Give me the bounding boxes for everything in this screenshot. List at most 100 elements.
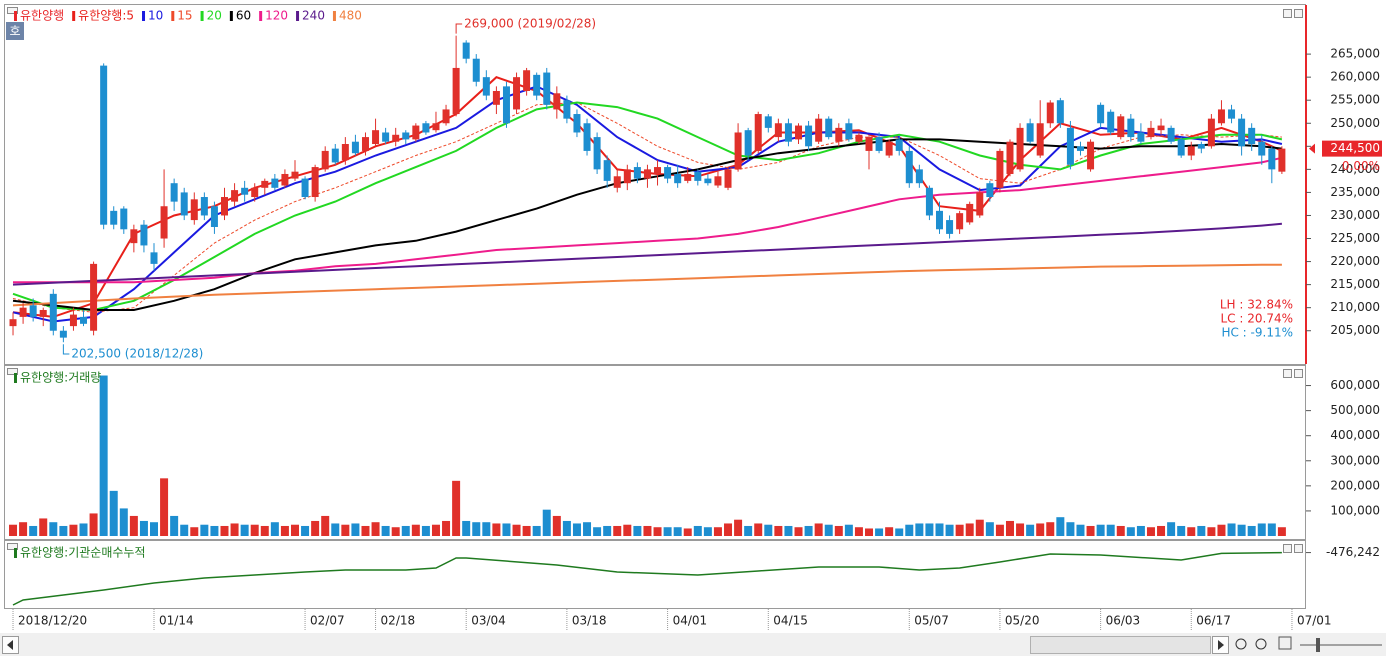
volume-bar [9,524,18,536]
volume-bar [59,525,68,536]
y-tick-label: 230,000 [1330,208,1380,222]
candle-body [462,42,470,59]
candle-body [180,192,188,216]
candle-body [744,130,752,156]
volume-bar [502,523,511,536]
candle-body [1036,123,1044,156]
zoom-out[interactable] [1235,638,1247,650]
volume-bar [1187,527,1196,536]
volume-bar [1157,525,1166,536]
candle-body [573,114,581,133]
panel-icon[interactable] [1283,544,1292,553]
volume-bar [522,525,531,536]
volume-bar [49,522,58,536]
annotation-leader [62,344,70,355]
volume-bar [532,525,541,536]
candle-body [1107,111,1115,133]
candle-body [1066,127,1074,165]
volume-bar [1257,523,1266,536]
button-box[interactable] [6,22,24,40]
candle-body [664,167,672,179]
panel-icons [7,7,1303,553]
arrow [7,640,13,650]
candle-body [1187,146,1195,156]
candle-body [9,319,17,327]
x-tick-label: 02/18 [381,614,416,628]
volume-bar [965,523,974,536]
legend-label: 120 [265,9,288,23]
volume-bar [562,520,571,536]
volume-bar [129,515,138,536]
volume-bar [19,522,28,536]
zoom-thumb[interactable] [1316,638,1320,652]
candle-body [654,167,662,174]
volume-bar [905,524,914,536]
moving-average-line [12,101,1282,313]
candle-body [311,167,319,198]
volume-bar [1146,527,1155,536]
panel-icon[interactable] [7,7,18,14]
scroll-thumb[interactable] [1030,636,1211,654]
volume-bar [411,524,420,536]
panel-icon[interactable] [1283,9,1292,18]
volume-bar [623,524,632,536]
volume-bar [331,523,340,536]
candle-body [805,125,813,147]
mode-button[interactable]: 호 [6,22,24,40]
candle-body [684,173,692,181]
legend-marker [14,11,17,21]
current-price-label: 244,500 [1330,141,1380,155]
legend-label: 60 [236,9,251,23]
legend-label: 유한양행:기관순매수누적 [20,545,145,560]
volume-bar [985,522,994,536]
candle-body [1228,109,1236,119]
candle-body [472,58,480,82]
volume-bar [583,522,592,536]
candle-body [674,173,682,184]
zoom-reset[interactable] [1278,636,1292,650]
volume-bar [1177,525,1186,536]
volume-bar [341,524,350,536]
candle-body [1026,123,1034,142]
panel-icon[interactable] [1294,9,1303,18]
scrollbar[interactable] [0,633,1386,656]
candle-body [482,77,490,96]
candle-body [372,130,380,145]
panel-icon[interactable] [1294,544,1303,553]
legend-label: 유한양행:거래량 [20,370,101,385]
volume-bar [552,515,561,536]
volume-bar [160,478,169,536]
x-tick-label: 01/14 [159,614,194,628]
candle-body [895,139,903,151]
zoom-in[interactable] [1255,638,1267,650]
candle-body [633,167,641,179]
volume-bar [220,525,229,536]
panel-icon[interactable] [7,368,18,375]
panel-icon[interactable] [1283,369,1292,378]
panel-icon[interactable] [7,543,18,550]
candle-body [925,187,933,216]
candle-body [513,77,521,110]
candle-body [351,141,359,154]
volume-bar [139,520,148,536]
institution-line [12,551,1282,606]
stat-label: LC : 20.74% [1221,312,1294,326]
candle-body [694,171,702,181]
candle-body [613,176,621,188]
candle-body [754,114,762,151]
volume-bar [230,523,239,536]
volume-bar [603,525,612,536]
volume-bar [290,524,299,536]
y-tick-label: 210,000 [1330,300,1380,314]
volume-bar [1207,527,1216,536]
volume-bar [1046,522,1055,536]
y-tick-label: 200,000 [1330,478,1380,492]
candle-body [392,134,400,142]
volume-bar [693,525,702,536]
candle-body [412,125,420,140]
volume-bar [361,525,370,536]
button-label[interactable]: 호 [9,24,20,38]
candle-body [935,210,943,230]
panel-icon[interactable] [1294,369,1303,378]
y-tick-label: 235,000 [1330,185,1380,199]
